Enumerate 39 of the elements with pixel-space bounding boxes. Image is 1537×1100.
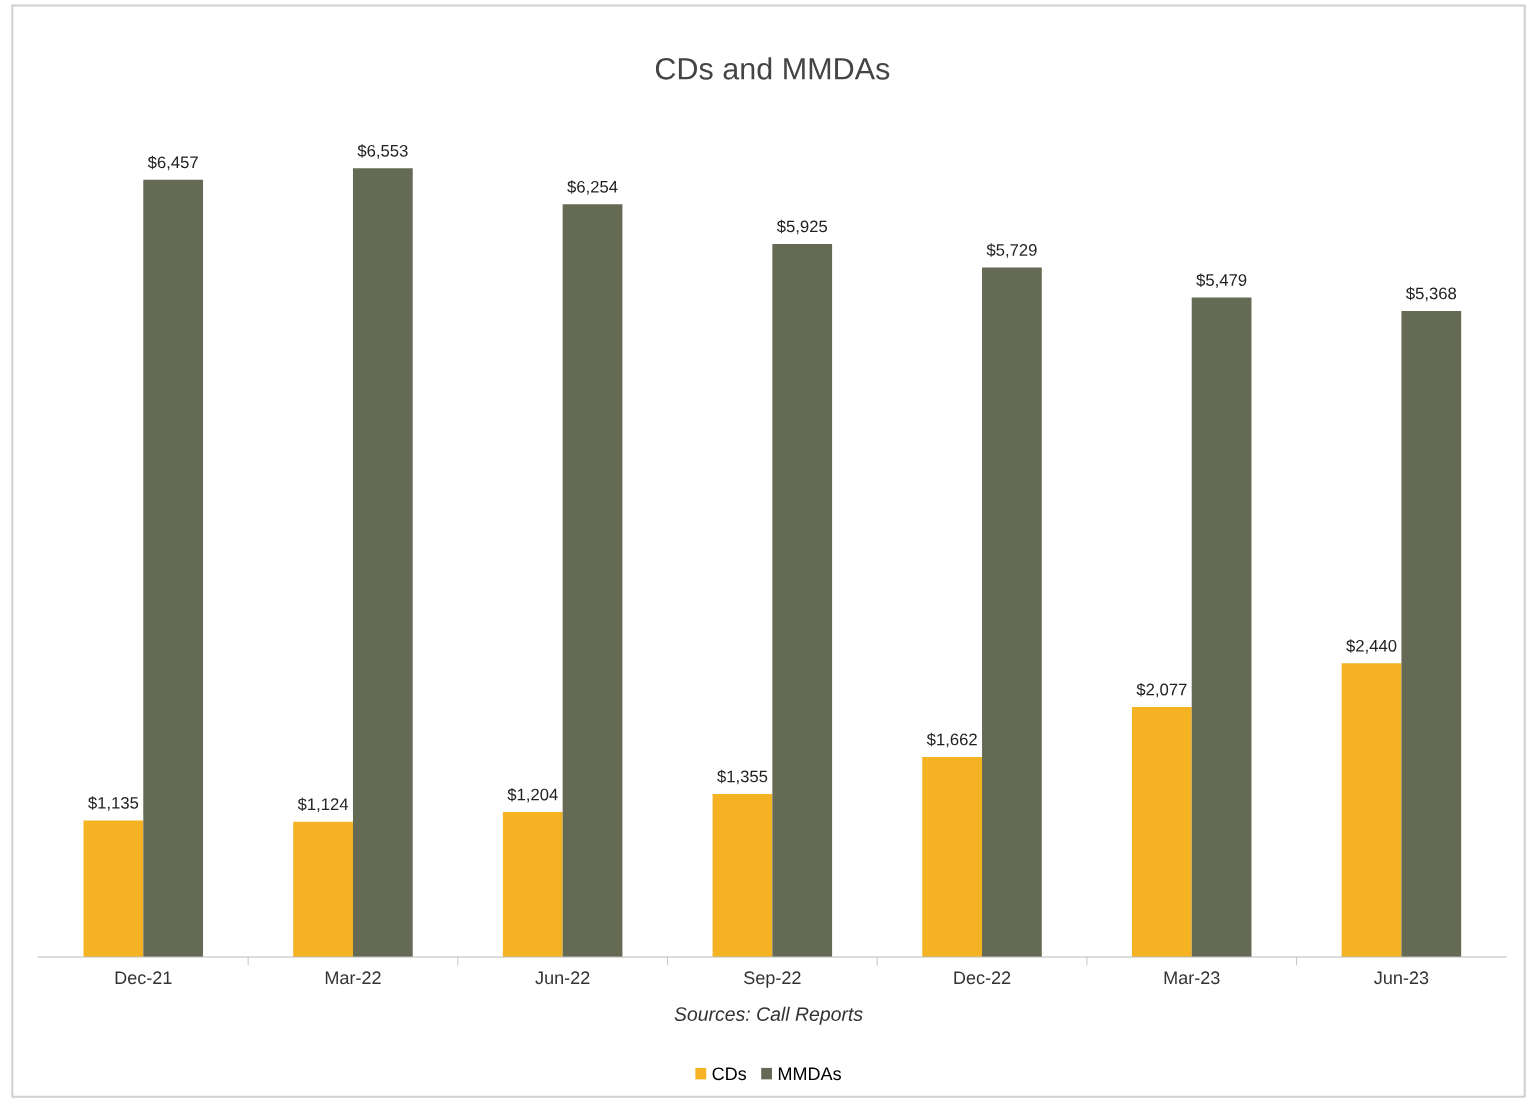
- x-tick-label: Mar-22: [325, 971, 381, 985]
- x-tick-label: Dec-21: [115, 971, 172, 985]
- x-tick-label: Mar-23: [1164, 971, 1220, 985]
- data-label: $5,368: [1405, 286, 1457, 302]
- x-tick-label: Jun-23: [1374, 971, 1429, 985]
- data-label: $2,077: [1136, 682, 1187, 698]
- data-label: $6,553: [357, 144, 408, 159]
- bar: [1401, 310, 1462, 957]
- data-label: $1,355: [717, 769, 768, 785]
- bar: [1191, 297, 1252, 957]
- data-label: $1,662: [926, 732, 977, 748]
- data-label: $6,254: [567, 180, 618, 195]
- x-tick-label: Jun-22: [535, 971, 590, 985]
- data-label: $1,124: [297, 797, 349, 813]
- bar: [562, 204, 623, 957]
- x-tick-label: Sep-22: [744, 971, 801, 988]
- legend-label: CDs: [712, 1067, 747, 1081]
- bar: [502, 812, 563, 957]
- data-label: $1,204: [507, 787, 558, 803]
- bar: [712, 793, 773, 957]
- bar: [143, 179, 204, 957]
- data-label: $5,925: [776, 219, 828, 235]
- data-label: $5,479: [1196, 273, 1247, 288]
- bar: [1131, 707, 1192, 957]
- legend-label: MMDAs: [778, 1067, 841, 1081]
- bar: [83, 820, 144, 957]
- bar: [982, 267, 1042, 957]
- bar: [1341, 663, 1402, 957]
- bar: [352, 168, 413, 957]
- chart-title: CDs and MMDAs: [655, 57, 890, 80]
- bar: [922, 756, 983, 957]
- x-tick-label: Dec-22: [954, 971, 1011, 985]
- source-note: Sources: Call Reports: [674, 1006, 863, 1025]
- bar: [293, 821, 353, 957]
- bar: [772, 243, 833, 957]
- data-label: $5,729: [986, 243, 1037, 258]
- data-label: $2,440: [1346, 639, 1397, 654]
- data-label: $1,135: [88, 796, 139, 811]
- data-label: $6,457: [147, 155, 198, 171]
